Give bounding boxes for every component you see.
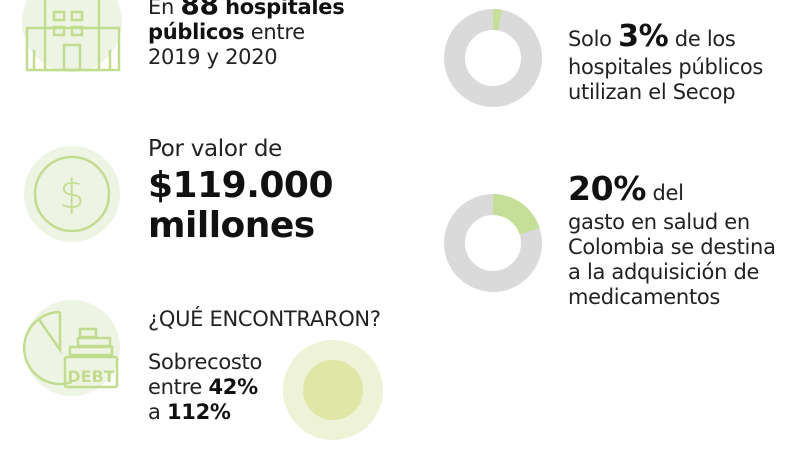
secop-line2: hospitales públicos: [568, 55, 764, 79]
secop-line3: utilizan el Secop: [568, 80, 736, 104]
findings-heading: ¿QUÉ ENCONTRARON?: [148, 307, 381, 331]
spending-line4: a la adquisición de: [568, 260, 760, 284]
secop-donut: [444, 9, 542, 107]
findings-line1: Sobrecosto: [148, 350, 263, 374]
value-amount: $119.000: [148, 165, 334, 206]
donut-slice: [493, 9, 503, 31]
findings-line3: a 112%: [148, 400, 231, 424]
debt-chart-icon: DEBT: [22, 300, 120, 396]
hospitals-line2: públicos entre: [148, 20, 305, 44]
spending-line3: Colombia se destina: [568, 235, 776, 259]
findings-line2: entre 42%: [148, 375, 258, 399]
secop-line1: Solo 3% de los: [568, 19, 736, 54]
hospital-building-icon: [22, 0, 122, 72]
hospitals-line3: 2019 y 2020: [148, 45, 278, 69]
spending-line1: 20% del: [568, 169, 684, 208]
donut-slice: [493, 194, 540, 235]
value-unit: millones: [148, 205, 315, 246]
dollar-coin-icon: $: [24, 146, 120, 242]
hospitals-line1: En 88 hospitales: [148, 0, 345, 21]
svg-text:$: $: [59, 172, 84, 218]
value-intro: Por valor de: [148, 136, 282, 162]
overcost-circle: [283, 340, 383, 440]
spending-line5: medicamentos: [568, 285, 721, 309]
spending-line2: gasto en salud en: [568, 210, 750, 234]
donut-track: [444, 9, 542, 107]
spending-donut: [444, 194, 542, 292]
debt-icon-label: DEBT: [67, 367, 114, 386]
